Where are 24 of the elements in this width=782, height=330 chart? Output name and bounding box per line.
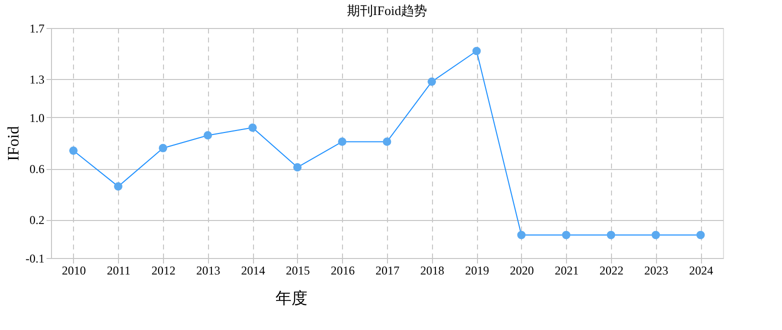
x-axis-title: 年度 <box>276 290 308 308</box>
x-tick-label: 2012 <box>152 264 176 278</box>
x-tick-label: 2017 <box>376 264 400 278</box>
x-tick-label: 2015 <box>286 264 310 278</box>
x-tick-label: 2022 <box>600 264 624 278</box>
x-tick-label: 2016 <box>330 264 355 278</box>
x-tick-label: 2021 <box>554 264 579 278</box>
y-tick-label: 1.3 <box>30 72 44 87</box>
y-axis-title: IFoid <box>6 126 23 161</box>
chart-title: 期刊IFoid趋势 <box>346 3 428 18</box>
y-tick-label: -0.1 <box>26 252 44 266</box>
x-tick-label: 2019 <box>465 264 490 278</box>
x-tick-label: 2010 <box>62 264 86 278</box>
x-tick-label: 2014 <box>241 264 266 278</box>
x-tick-label: 2024 <box>689 264 714 278</box>
y-tick-label: 0.6 <box>30 162 44 176</box>
y-tick-label: 0.2 <box>30 213 44 228</box>
x-tick-label: 2023 <box>644 264 668 278</box>
y-tick-label: 1.7 <box>30 22 44 36</box>
x-tick-label: 2013 <box>196 264 220 278</box>
x-tick-label: 2011 <box>106 264 130 278</box>
y-tick-label: 1.0 <box>30 110 44 125</box>
x-tick-label: 2020 <box>510 264 534 278</box>
x-tick-label: 2018 <box>420 264 444 278</box>
